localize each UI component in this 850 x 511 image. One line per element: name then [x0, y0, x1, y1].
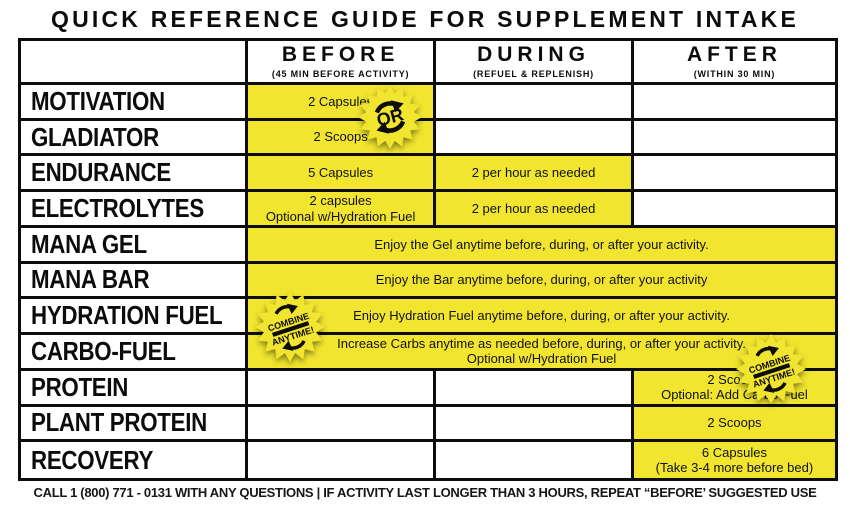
row-label-gladiator: GLADIATOR — [21, 120, 249, 157]
supplement-table: BEFORE (45 MIN BEFORE ACTIVITY) DURING (… — [18, 38, 838, 481]
cell-protein-during — [436, 370, 634, 407]
cell-motivation-during — [436, 85, 634, 121]
column-header-during: DURING (REFUEL & REPLENISH) — [436, 41, 634, 85]
column-header-after: AFTER (WITHIN 30 MIN) — [633, 41, 835, 85]
row-label-plant-protein-text: PLANT PROTEIN — [31, 407, 207, 438]
row-label-mana-gel-text: MANA GEL — [31, 228, 147, 259]
row-label-motivation-text: MOTIVATION — [31, 85, 165, 116]
column-header-before-sub: (45 MIN BEFORE ACTIVITY) — [271, 69, 410, 80]
page-title: QUICK REFERENCE GUIDE FOR SUPPLEMENT INT… — [51, 6, 799, 32]
column-header-after-sub: (WITHIN 30 MIN) — [693, 69, 776, 80]
row-label-electrolytes-text: ELECTROLYTES — [31, 193, 204, 223]
cell-motivation-after — [633, 85, 835, 121]
cell-recovery-after: 6 Capsules (Take 3-4 more before bed) — [633, 442, 835, 478]
row-label-hydration-fuel-text: HYDRATION FUEL — [31, 300, 223, 330]
row-label-recovery-text: RECOVERY — [31, 444, 154, 475]
row-label-carbo-fuel: CARBO-FUEL — [21, 335, 249, 371]
row-label-mana-bar: MANA BAR — [21, 263, 249, 300]
column-header-after-label: AFTER — [686, 43, 782, 67]
row-label-plant-protein: PLANT PROTEIN — [21, 406, 249, 443]
column-header-before: BEFORE (45 MIN BEFORE ACTIVITY) — [248, 41, 437, 85]
row-label-endurance: ENDURANCE — [21, 156, 249, 193]
cell-endurance-before: 5 Capsules — [248, 156, 437, 193]
row-label-gladiator-text: GLADIATOR — [31, 121, 159, 152]
row-label-hydration-fuel: HYDRATION FUEL — [21, 299, 249, 336]
cell-mana-gel-span: Enjoy the Gel anytime before, during, or… — [248, 227, 835, 264]
cell-carbo-fuel-span: Increase Carbs anytime as needed before,… — [248, 335, 835, 371]
row-label-mana-gel: MANA GEL — [21, 227, 249, 264]
cell-motivation-before: 2 Capsules — [248, 85, 437, 121]
cell-recovery-during — [436, 442, 634, 478]
cell-plant-protein-during — [436, 406, 634, 443]
row-label-protein-text: PROTEIN — [31, 371, 129, 402]
cell-protein-before — [248, 370, 437, 407]
row-label-motivation: MOTIVATION — [21, 85, 249, 121]
cell-gladiator-during — [436, 120, 634, 157]
cell-hydration-fuel-span: Enjoy Hydration Fuel anytime before, dur… — [248, 299, 835, 336]
cell-mana-bar-span: Enjoy the Bar anytime before, during, or… — [248, 263, 835, 300]
cell-protein-after: 2 Scoops Optional: Add Carbo-Fuel — [633, 370, 835, 407]
cell-plant-protein-before — [248, 406, 437, 443]
footer-note: CALL 1 (800) 771 - 0131 WITH ANY QUESTIO… — [33, 485, 817, 500]
row-label-recovery: RECOVERY — [21, 442, 249, 478]
cell-gladiator-before: 2 Scoops — [248, 120, 437, 157]
column-header-during-label: DURING — [477, 43, 590, 67]
cell-electrolytes-after — [633, 192, 835, 228]
row-label-endurance-text: ENDURANCE — [31, 157, 171, 187]
row-label-protein: PROTEIN — [21, 370, 249, 407]
cell-electrolytes-during: 2 per hour as needed — [436, 192, 634, 228]
row-label-carbo-fuel-text: CARBO-FUEL — [31, 335, 176, 366]
cell-recovery-before — [248, 442, 437, 478]
cell-gladiator-after — [633, 121, 835, 157]
row-label-mana-bar-text: MANA BAR — [31, 264, 150, 295]
row-label-electrolytes: ELECTROLYTES — [21, 192, 249, 228]
cell-endurance-during: 2 per hour as needed — [436, 156, 634, 193]
header-corner-cell — [21, 41, 249, 85]
column-header-during-sub: (REFUEL & REPLENISH) — [473, 69, 594, 80]
column-header-before-label: BEFORE — [281, 43, 400, 67]
cell-plant-protein-after: 2 Scoops — [633, 406, 835, 443]
cell-electrolytes-before: 2 capsules Optional w/Hydration Fuel — [248, 192, 437, 228]
cell-endurance-after — [633, 156, 835, 193]
